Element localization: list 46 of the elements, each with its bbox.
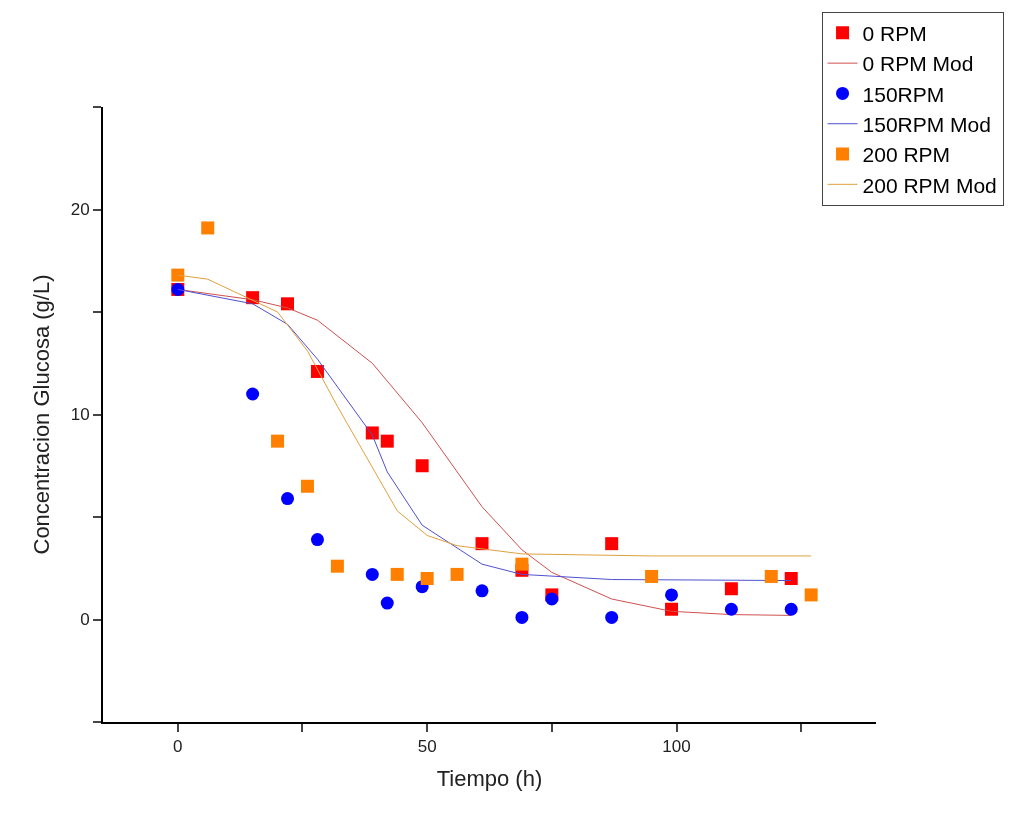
point	[724, 602, 738, 616]
point	[201, 221, 215, 235]
point	[515, 610, 529, 624]
point	[300, 479, 314, 493]
point	[645, 569, 659, 583]
point	[246, 387, 260, 401]
legend-label: 0 RPM	[862, 22, 927, 46]
point	[380, 434, 394, 448]
point	[804, 588, 818, 602]
point	[380, 596, 394, 610]
point	[415, 459, 429, 473]
point	[281, 297, 295, 311]
point	[475, 537, 489, 551]
y-tick-label: 10	[70, 405, 90, 425]
point	[171, 268, 185, 282]
point	[450, 567, 464, 581]
point	[724, 582, 738, 596]
x-tick-label: 0	[173, 737, 183, 757]
x-tick-label: 50	[417, 737, 437, 757]
point	[665, 588, 679, 602]
legend-label: 200 RPM	[862, 143, 951, 167]
point	[764, 569, 778, 583]
point	[475, 584, 489, 598]
y-tick-label: 20	[70, 200, 90, 220]
y-axis-title: Concentracion Glucosa (g/L)	[28, 274, 54, 555]
point	[605, 537, 619, 551]
y-tick-label: 0	[80, 610, 90, 630]
point	[545, 592, 559, 606]
point	[310, 533, 324, 547]
x-tick-label: 100	[662, 737, 691, 757]
point	[665, 602, 679, 616]
point	[281, 492, 295, 506]
point	[784, 572, 798, 585]
legend-label: 200 RPM Mod	[862, 173, 997, 197]
point	[515, 557, 529, 571]
x-axis-title: Tiempo (h)	[436, 765, 543, 791]
point	[390, 567, 404, 581]
point	[271, 434, 285, 448]
legend-label: 0 RPM Mod	[862, 52, 974, 76]
point	[365, 567, 379, 581]
point	[784, 602, 798, 616]
point	[330, 559, 344, 573]
legend-label: 150RPM	[862, 82, 945, 106]
point	[420, 572, 434, 585]
point	[605, 610, 619, 624]
legend-label: 150RPM Mod	[862, 112, 991, 136]
